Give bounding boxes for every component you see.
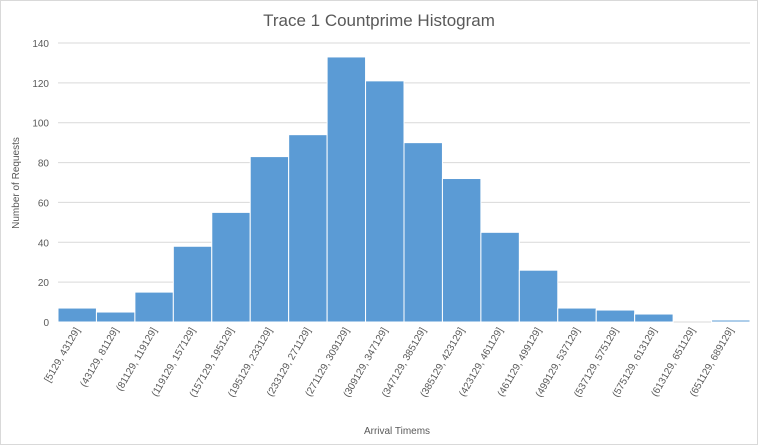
histogram-bar [288,134,328,323]
x-tick-label: [5129, 43129] [43,326,83,385]
histogram-bar [134,291,174,323]
histogram-bar [365,80,405,323]
x-tick-label: (43129, 81129] [78,326,121,389]
x-axis-title: Arrival Timems [364,426,430,437]
x-tick-label: (81129, 119129] [115,326,160,393]
histogram-bar [326,56,367,323]
y-tick-label: 100 [32,119,49,130]
bars [57,56,751,323]
y-axis-ticks: 0 20 40 60 80 100 120 140 [32,39,49,329]
histogram-bar [441,178,482,323]
y-tick-label: 140 [32,39,49,50]
histogram-bar [403,142,443,323]
histogram-bar [518,269,559,323]
y-axis-title: Number of Requests [11,137,22,229]
histogram-bar [595,309,636,323]
histogram-bar [480,231,520,323]
y-tick-label: 20 [38,278,50,289]
y-tick-label: 0 [43,318,49,329]
y-tick-label: 80 [38,159,50,170]
histogram-bar [172,245,213,323]
y-tick-label: 60 [38,198,50,209]
histogram-bar [634,313,674,323]
y-tick-label: 40 [38,238,50,249]
histogram-bar [557,307,597,323]
histogram-bar [211,211,251,323]
histogram-bar [711,319,751,323]
chart-title: Trace 1 Countprime Histogram [263,11,495,30]
y-tick-label: 120 [32,79,49,90]
x-axis-ticks: [5129, 43129](43129, 81129](81129, 11912… [43,326,737,400]
histogram-bar [95,311,136,323]
histogram-bar [249,156,290,323]
x-tick-label: (651129, 689129] [688,326,736,399]
histogram-bar [57,307,97,323]
